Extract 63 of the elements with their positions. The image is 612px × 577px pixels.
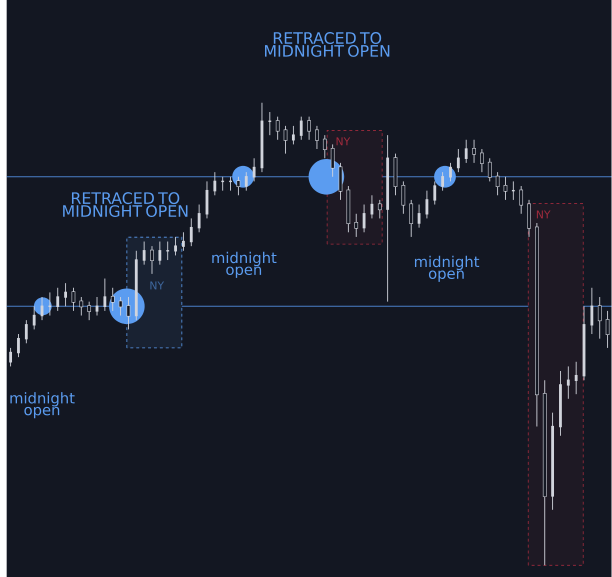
- candlestick: [72, 287, 76, 312]
- candlestick: [456, 148, 460, 173]
- candlestick: [330, 144, 335, 178]
- candlestick: [48, 292, 52, 316]
- candlestick: [606, 310, 610, 348]
- annotation: midnight open: [212, 252, 276, 278]
- candlestick: [284, 125, 288, 154]
- annotation: NY: [150, 281, 164, 290]
- candlestick: [158, 241, 162, 266]
- candlestick: [17, 334, 20, 358]
- candlestick: [496, 172, 500, 196]
- candlestick: [24, 320, 28, 344]
- candlestick: [87, 301, 92, 321]
- annotation: midnight open: [414, 256, 480, 282]
- candlestick: [276, 116, 280, 140]
- candlestick: [40, 296, 44, 321]
- candlestick: [9, 347, 12, 367]
- annotation: midnight open: [10, 392, 75, 418]
- candlestick: [590, 287, 594, 334]
- annotation: NY: [336, 137, 350, 146]
- candlestick: [354, 213, 358, 238]
- candlestick: [166, 241, 170, 260]
- candlestick: [110, 287, 115, 312]
- candlestick: [409, 199, 414, 238]
- candlestick: [126, 296, 130, 330]
- candlestick: [198, 204, 201, 233]
- candlestick: [229, 176, 232, 192]
- candlestick: [64, 282, 68, 307]
- annotation: NY: [536, 210, 551, 218]
- candlestick: [426, 190, 428, 219]
- candlestick: [362, 204, 366, 233]
- candlestick: [103, 278, 106, 312]
- candlestick: [79, 296, 84, 316]
- candlestick: [221, 176, 224, 192]
- candlestick: [598, 296, 602, 340]
- candlestick: [370, 194, 374, 219]
- candlestick: [96, 296, 98, 316]
- annotation: RETRACED TO MIDNIGHT OPEN: [63, 192, 188, 217]
- candlestick: [574, 361, 578, 395]
- candlestick: [174, 236, 177, 256]
- candlestick: [315, 125, 319, 150]
- candlestick: [213, 172, 216, 196]
- candlestick: [300, 116, 303, 140]
- candlestick: [480, 148, 484, 173]
- candlestick: [182, 232, 185, 252]
- candlestick: [252, 158, 256, 182]
- candlestick: [472, 139, 476, 164]
- text: RETRACED TO MIDNIGHT OPEN: [265, 32, 390, 57]
- candlestick: [268, 112, 272, 136]
- candlestick: [118, 296, 122, 316]
- candlestick: [292, 125, 295, 145]
- candlestick: [449, 162, 452, 182]
- candlestick: [401, 180, 406, 214]
- candlestick: [418, 204, 420, 228]
- candlestick: [236, 176, 240, 196]
- candlestick: [519, 186, 524, 214]
- candlestick: [512, 180, 515, 200]
- candlestick: [441, 172, 444, 192]
- candlestick: [488, 158, 492, 182]
- candlestick: [150, 246, 154, 274]
- candlestick: [307, 116, 311, 140]
- candlestick: [504, 176, 508, 200]
- candlestick: [142, 241, 146, 266]
